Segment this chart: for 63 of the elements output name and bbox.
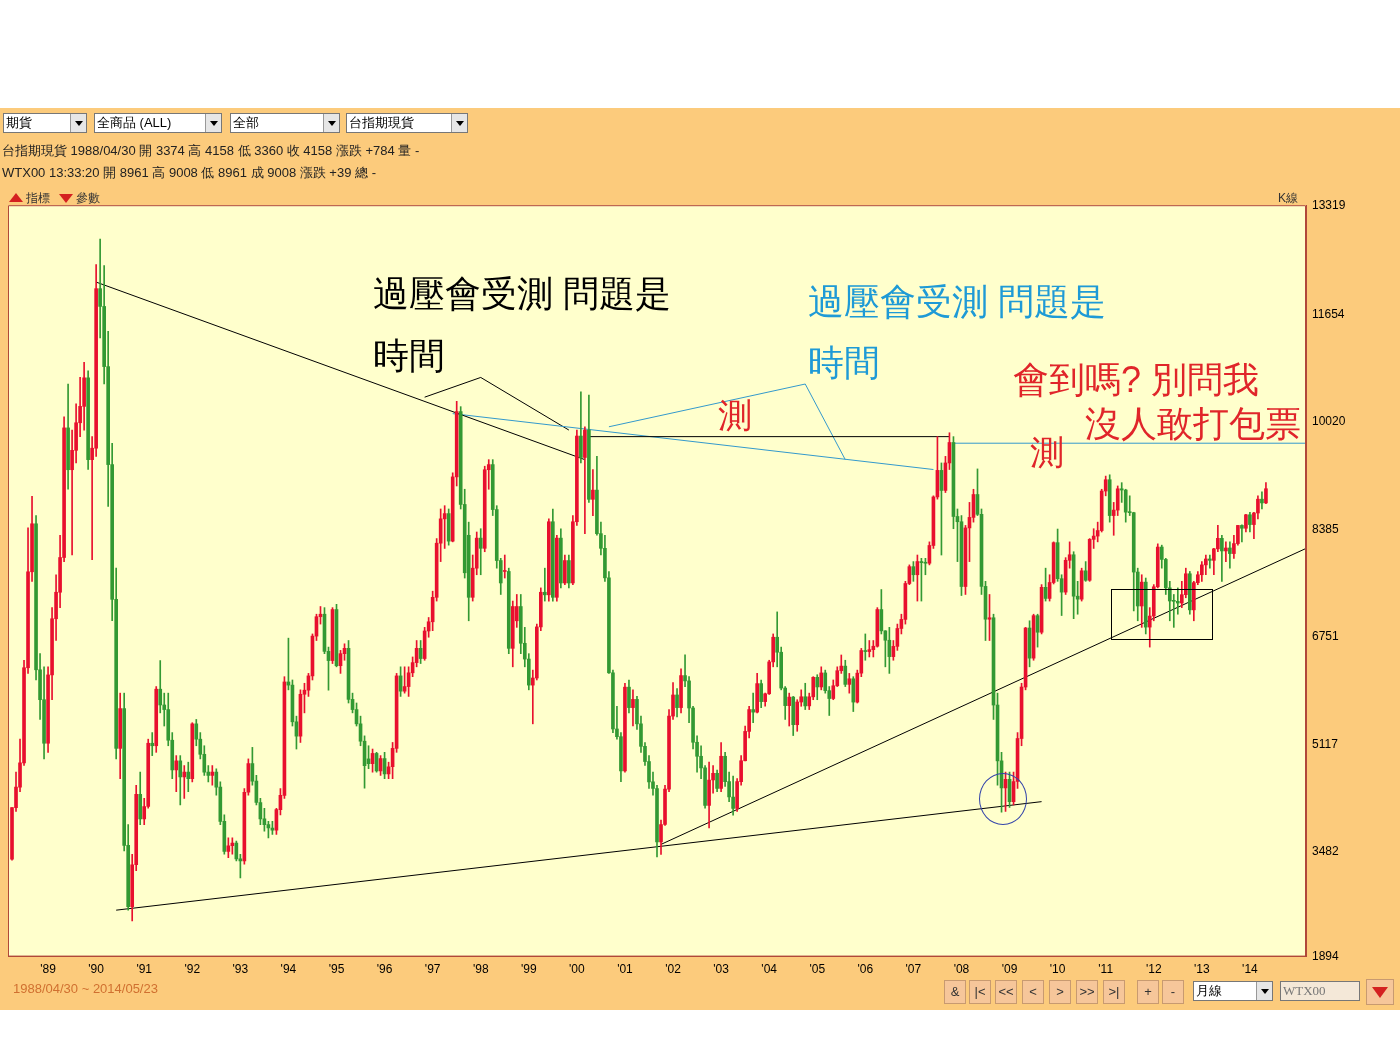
text: 台指期現貨 1988/04/30 開 3374 高 4158 低 3360 收 4158 漲跌 +784 量 -	[2, 143, 420, 158]
y-tick-label: 13319	[1312, 197, 1346, 212]
x-tick-label: '14	[1242, 962, 1259, 977]
text: >	[1049, 980, 1071, 1004]
x-tick-label: '10	[1049, 962, 1066, 977]
x-tick-label: '12	[1145, 962, 1162, 977]
annotation: 參數	[76, 191, 100, 205]
annotation: 過壓會受測 問題是	[808, 281, 1107, 322]
y-tick-label: 8385	[1312, 522, 1340, 537]
annotation: K線	[1278, 191, 1299, 205]
y-tick-label: 5117	[1312, 736, 1339, 751]
x-tick-label: '13	[1194, 962, 1210, 977]
x-tick-label: '09	[1001, 962, 1018, 977]
text: 期貨	[6, 115, 32, 130]
text: WTX00	[1280, 981, 1360, 1001]
x-tick-label: '00	[569, 962, 586, 977]
x-tick-label: '96	[376, 962, 393, 977]
x-tick-label: '99	[520, 962, 537, 977]
y-tick-label: 3482	[1312, 844, 1340, 859]
x-tick-label: '91	[136, 962, 153, 977]
annotation: 過壓會受測 問題是	[373, 273, 672, 314]
annotation: 會到嗎? 別問我	[1013, 359, 1260, 400]
text: >>	[1076, 980, 1098, 1004]
text: WTX00 13:33:20 開 8961 高 9008 低 8961 成 9008 漲跌 +39 總 -	[2, 165, 376, 180]
x-tick-label: '04	[761, 962, 778, 977]
text: >|	[1103, 980, 1125, 1004]
annotation: 測	[718, 396, 752, 434]
x-tick-label: '05	[809, 962, 826, 977]
text: 台指期現貨	[349, 115, 414, 130]
text: 全商品 (ALL)	[97, 115, 172, 130]
x-tick-label: '97	[424, 962, 441, 977]
text: <	[1022, 980, 1044, 1004]
x-tick-label: '90	[88, 962, 105, 977]
x-tick-label: '98	[472, 962, 489, 977]
text: &	[944, 980, 966, 1004]
y-tick-label: 1894	[1312, 948, 1340, 963]
x-tick-label: '11	[1098, 962, 1114, 977]
text: 1988/04/30 ~ 2014/05/23	[13, 981, 158, 996]
x-tick-label: '01	[617, 962, 634, 977]
text: |<	[969, 980, 991, 1004]
x-tick-label: '08	[953, 962, 970, 977]
annotation: 指標	[26, 191, 50, 205]
x-tick-label: '89	[40, 962, 57, 977]
text: +	[1137, 980, 1159, 1004]
text: 月線	[1196, 983, 1222, 998]
text: <<	[995, 980, 1017, 1004]
x-tick-label: '02	[665, 962, 682, 977]
x-tick-label: '94	[280, 962, 297, 977]
annotation: 時間	[373, 335, 445, 376]
y-tick-label: 6751	[1312, 629, 1340, 644]
annotation: 沒人敢打包票	[1085, 403, 1301, 444]
y-tick-label: 10020	[1312, 414, 1346, 429]
x-tick-label: '03	[713, 962, 730, 977]
x-tick-label: '95	[328, 962, 345, 977]
y-tick-label: 11654	[1312, 307, 1345, 322]
x-tick-label: '07	[905, 962, 922, 977]
text: -	[1162, 980, 1184, 1004]
annotation: 時間	[808, 342, 880, 383]
x-tick-label: '93	[232, 962, 249, 977]
annotation: 測	[1030, 433, 1064, 471]
x-tick-label: '06	[857, 962, 874, 977]
x-tick-label: '92	[184, 962, 201, 977]
text: 全部	[233, 115, 259, 130]
